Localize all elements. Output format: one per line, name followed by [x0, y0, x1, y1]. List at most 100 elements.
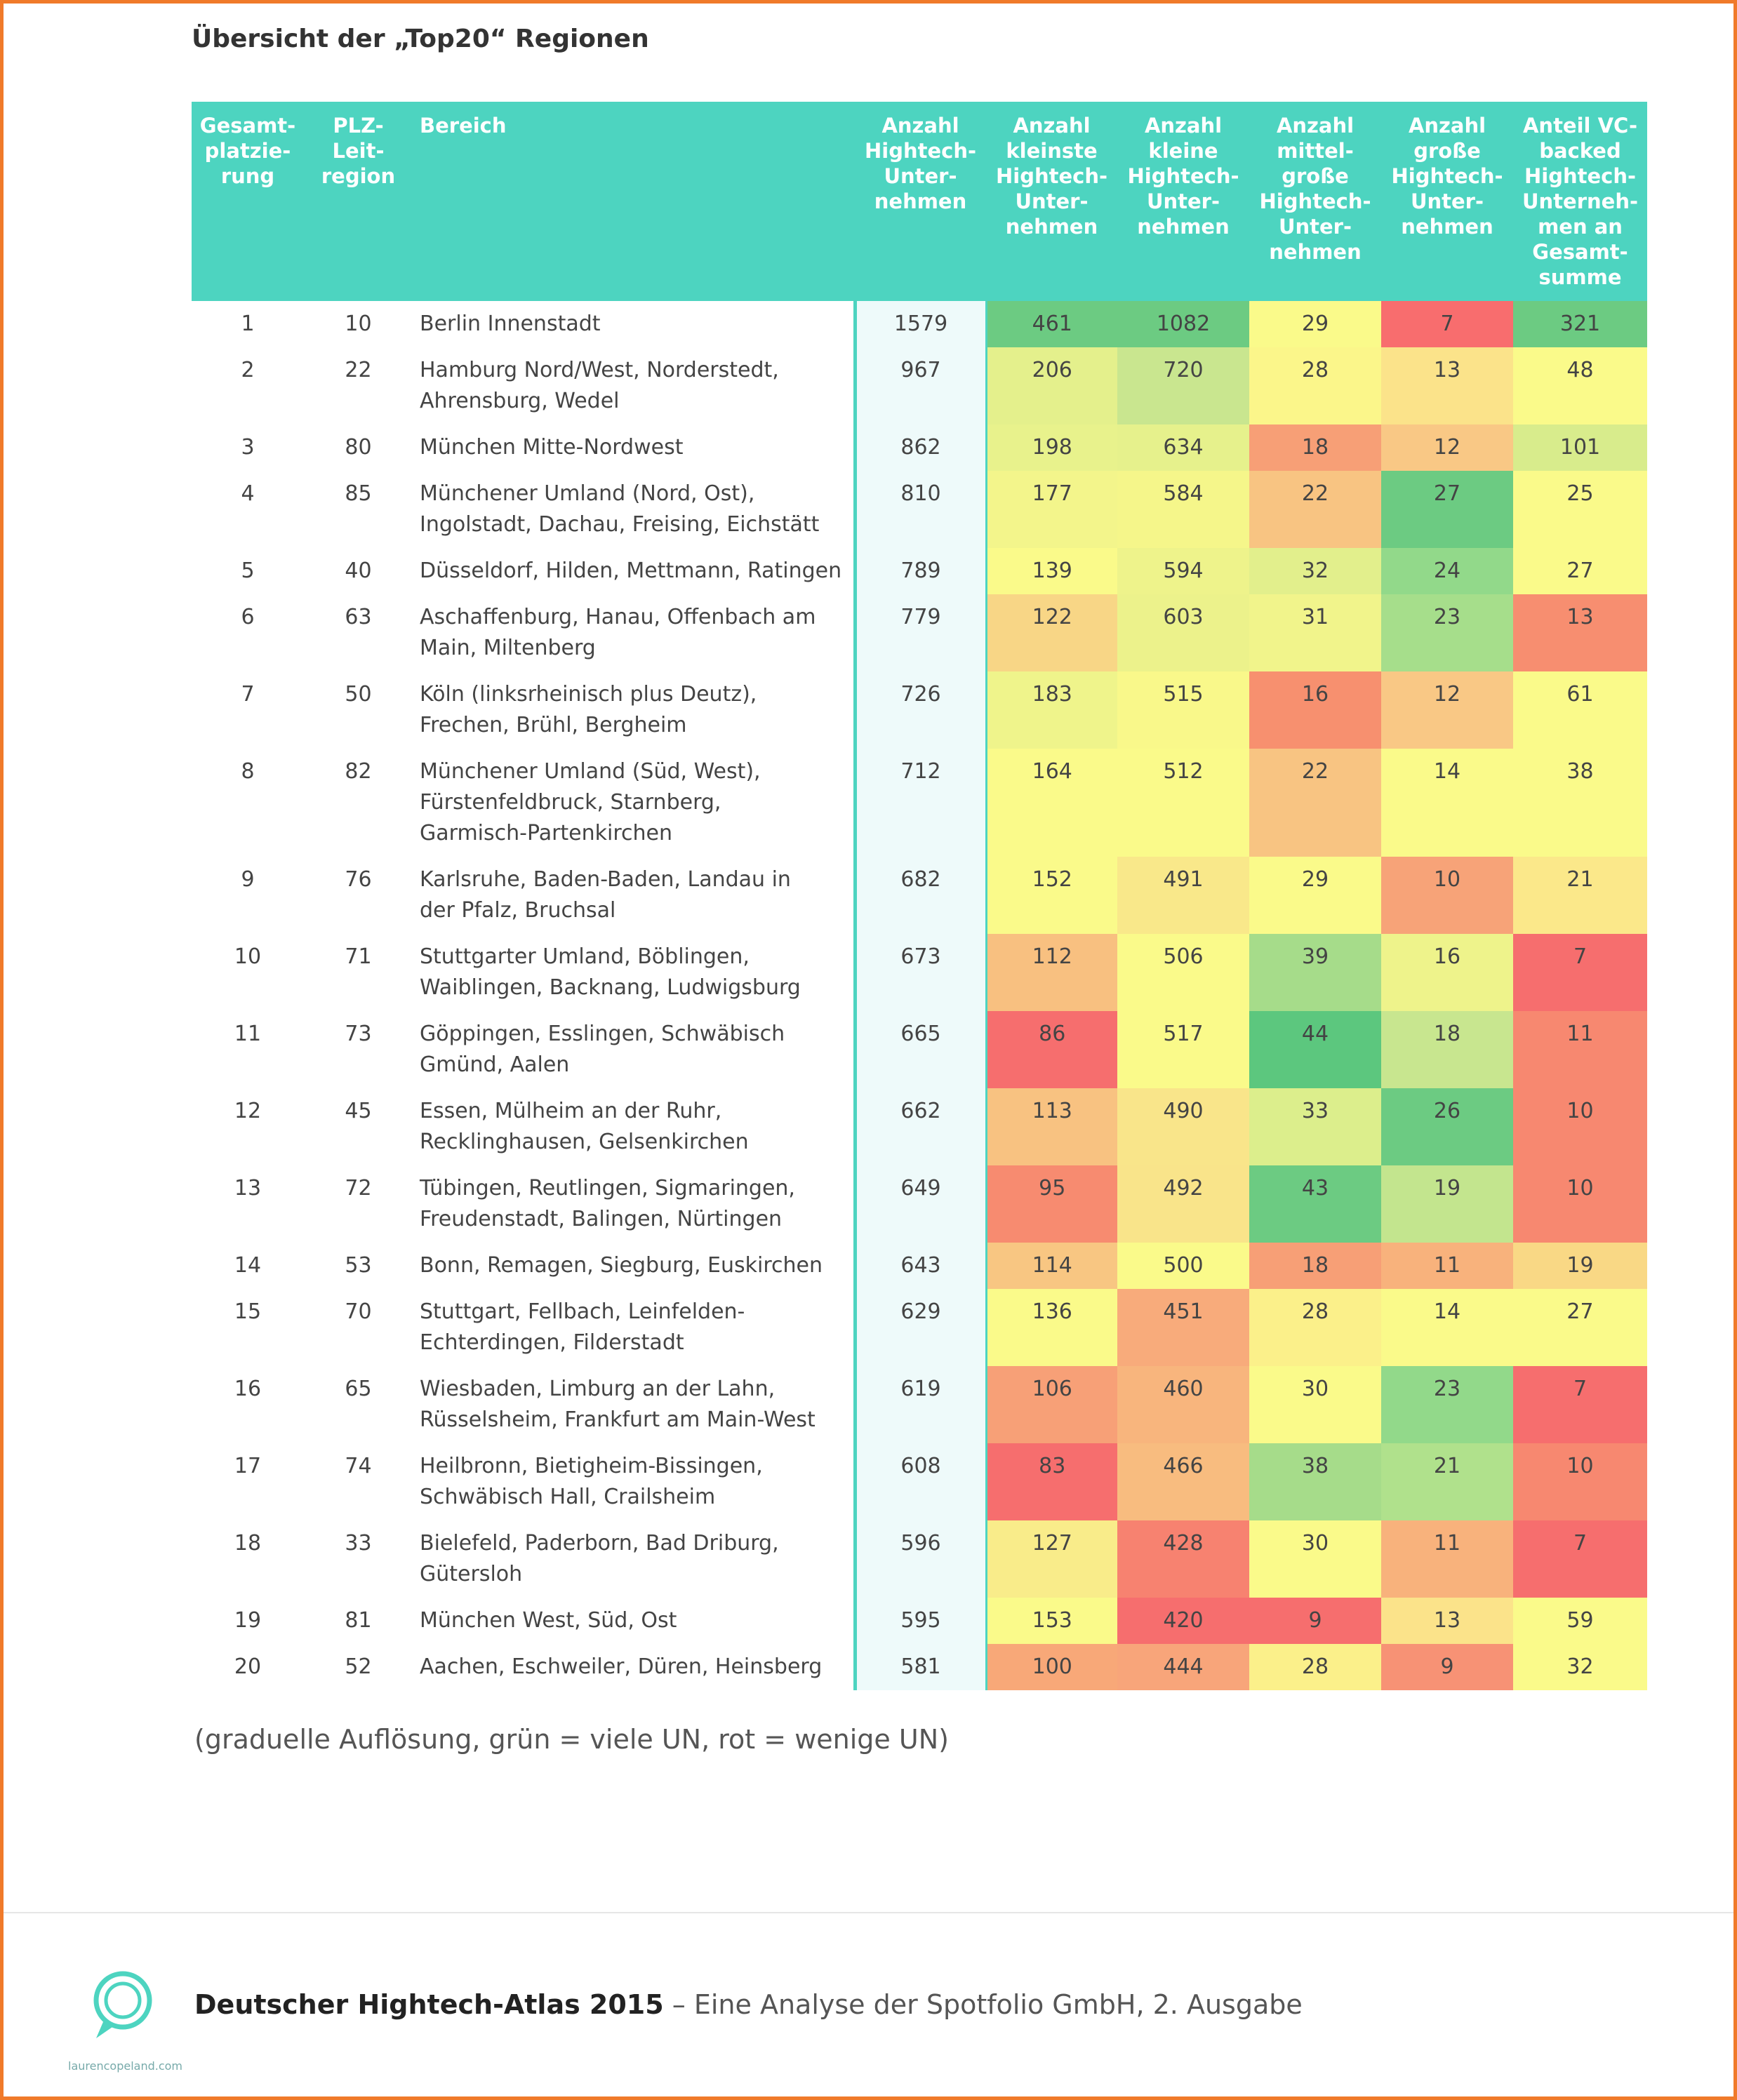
watermark: laurencopeland.com [68, 2059, 182, 2073]
heat-cell: 444 [1117, 1644, 1249, 1690]
heat-cell: 30 [1249, 1366, 1381, 1443]
table-cell: 10 [345, 312, 372, 336]
table-row: 17 74 Heilbronn, Bietigheim-Bissingen, Sch… [192, 1443, 1647, 1520]
heat-cell: 490 [1117, 1088, 1249, 1165]
heat-cell: 14 [1381, 749, 1513, 857]
table-row: 6 63 Aschaffenburg, Hanau, Offenbach am Ma… [192, 594, 1647, 671]
table-cell: 65 [345, 1377, 372, 1401]
heat-cell: 466 [1117, 1443, 1249, 1520]
table-cell: 10 [234, 944, 262, 969]
table-row: 15 70 Stuttgart, Fellbach, Leinfelden- Ech… [192, 1289, 1647, 1366]
table-cell: 20 [234, 1654, 262, 1679]
heat-cell: 11 [1513, 1011, 1647, 1088]
heat-cell: 512 [1117, 749, 1249, 857]
column-header: Anteil VC- backed Hightech- Unterneh- me… [1513, 102, 1647, 301]
table-cell: 9 [241, 867, 255, 892]
table-row: 2 22 Hamburg Nord/West, Norderstedt, Ahren… [192, 347, 1647, 424]
table-cell: München Mitte-Nordwest [420, 435, 684, 460]
table-cell: 629 [853, 1289, 987, 1366]
heat-cell: 95 [986, 1165, 1117, 1243]
table-cell: 581 [853, 1644, 987, 1690]
heat-cell: 27 [1381, 471, 1513, 548]
table-cell: Köln (linksrheinisch plus Deutz), Freche… [420, 682, 757, 737]
heat-cell: 594 [1117, 548, 1249, 594]
table-cell: 673 [853, 934, 987, 1011]
table-cell: Berlin Innenstadt [420, 312, 601, 336]
table-cell: 682 [853, 857, 987, 934]
table-cell: 72 [345, 1176, 372, 1201]
heat-cell: 164 [986, 749, 1117, 857]
table-row: 3 80 München Mitte-Nordwest 862 198 634 18 12 10… [192, 424, 1647, 471]
heat-cell: 206 [986, 347, 1117, 424]
heat-cell: 515 [1117, 671, 1249, 749]
column-header: Gesamt- platzie- rung [192, 102, 304, 301]
heat-cell: 59 [1513, 1598, 1647, 1644]
heat-cell: 61 [1513, 671, 1647, 749]
heat-cell: 12 [1381, 424, 1513, 471]
heat-cell: 106 [986, 1366, 1117, 1443]
heat-cell: 19 [1513, 1243, 1647, 1289]
table-row: 13 72 Tübingen, Reutlingen, Sigmaringen, F… [192, 1165, 1647, 1243]
table-cell: 74 [345, 1454, 372, 1478]
table-cell: 665 [853, 1011, 987, 1088]
table-cell: 662 [853, 1088, 987, 1165]
table-cell: 967 [853, 347, 987, 424]
heat-cell: 22 [1249, 471, 1381, 548]
table-row: 7 50 Köln (linksrheinisch plus Deutz), Fre… [192, 671, 1647, 749]
table-cell: 779 [853, 594, 987, 671]
footer: Deutscher Hightech-Atlas 2015 – Eine Ana… [194, 1989, 1303, 2020]
heat-cell: 10 [1513, 1165, 1647, 1243]
heat-cell: 114 [986, 1243, 1117, 1289]
heat-cell: 39 [1249, 934, 1381, 1011]
table-row: 11 73 Göppingen, Esslingen, Schwäbisch Gmü… [192, 1011, 1647, 1088]
column-header: Bereich [413, 102, 855, 301]
heat-cell: 43 [1249, 1165, 1381, 1243]
table-cell: 11 [234, 1022, 262, 1046]
column-header: Anzahl große Hightech- Unter- nehmen [1381, 102, 1513, 301]
table-cell: Heilbronn, Bietigheim-Bissingen, Schwäbi… [420, 1454, 763, 1509]
table-cell: 18 [234, 1531, 262, 1556]
heat-cell: 26 [1381, 1088, 1513, 1165]
heat-cell: 634 [1117, 424, 1249, 471]
table-row: 8 82 Münchener Umland (Süd, West), Fürsten… [192, 749, 1647, 857]
table-cell: 63 [345, 605, 372, 629]
table-cell: 53 [345, 1253, 372, 1278]
heat-cell: 18 [1249, 1243, 1381, 1289]
table-row: 9 76 Karlsruhe, Baden-Baden, Landau in der… [192, 857, 1647, 934]
table-cell: 8 [241, 759, 255, 784]
heat-cell: 321 [1513, 301, 1647, 347]
heat-cell: 13 [1381, 347, 1513, 424]
table-cell: Karlsruhe, Baden-Baden, Landau in der Pf… [420, 867, 791, 923]
table-cell: 33 [345, 1531, 372, 1556]
heat-cell: 492 [1117, 1165, 1249, 1243]
heat-cell: 27 [1513, 548, 1647, 594]
footer-text: – Eine Analyse der Spotfolio GmbH, 2. Au… [663, 1989, 1303, 2020]
table-cell: Hamburg Nord/West, Norderstedt, Ahrensbu… [420, 358, 779, 413]
heat-cell: 18 [1249, 424, 1381, 471]
table-cell: 712 [853, 749, 987, 857]
column-header: Anzahl kleinste Hightech- Unter- nehmen [986, 102, 1117, 301]
heat-cell: 100 [986, 1644, 1117, 1690]
table-cell: 14 [234, 1253, 262, 1278]
table-cell: 619 [853, 1366, 987, 1443]
heat-cell: 13 [1381, 1598, 1513, 1644]
heat-cell: 183 [986, 671, 1117, 749]
heat-cell: 28 [1249, 347, 1381, 424]
table-cell: 6 [241, 605, 255, 629]
heat-cell: 136 [986, 1289, 1117, 1366]
table-cell: Aachen, Eschweiler, Düren, Heinsberg [420, 1654, 823, 1679]
heat-cell: 23 [1381, 1366, 1513, 1443]
table-row: 16 65 Wiesbaden, Limburg an der Lahn, Rüss… [192, 1366, 1647, 1443]
table-row: 1 10 Berlin Innenstadt 1579 461 1082 29 7 321 [192, 301, 1647, 347]
logo [93, 1971, 152, 2038]
heat-cell: 19 [1381, 1165, 1513, 1243]
heat-cell: 48 [1513, 347, 1647, 424]
table-row: 20 52 Aachen, Eschweiler, Düren, Heinsberg… [192, 1644, 1647, 1690]
title: Übersicht der „Top20“ Regionen [192, 25, 649, 53]
heat-cell: 7 [1381, 301, 1513, 347]
table-cell: 80 [345, 435, 372, 460]
heat-cell: 451 [1117, 1289, 1249, 1366]
table-cell: 73 [345, 1022, 372, 1046]
heat-cell: 177 [986, 471, 1117, 548]
table-cell: 50 [345, 682, 372, 707]
